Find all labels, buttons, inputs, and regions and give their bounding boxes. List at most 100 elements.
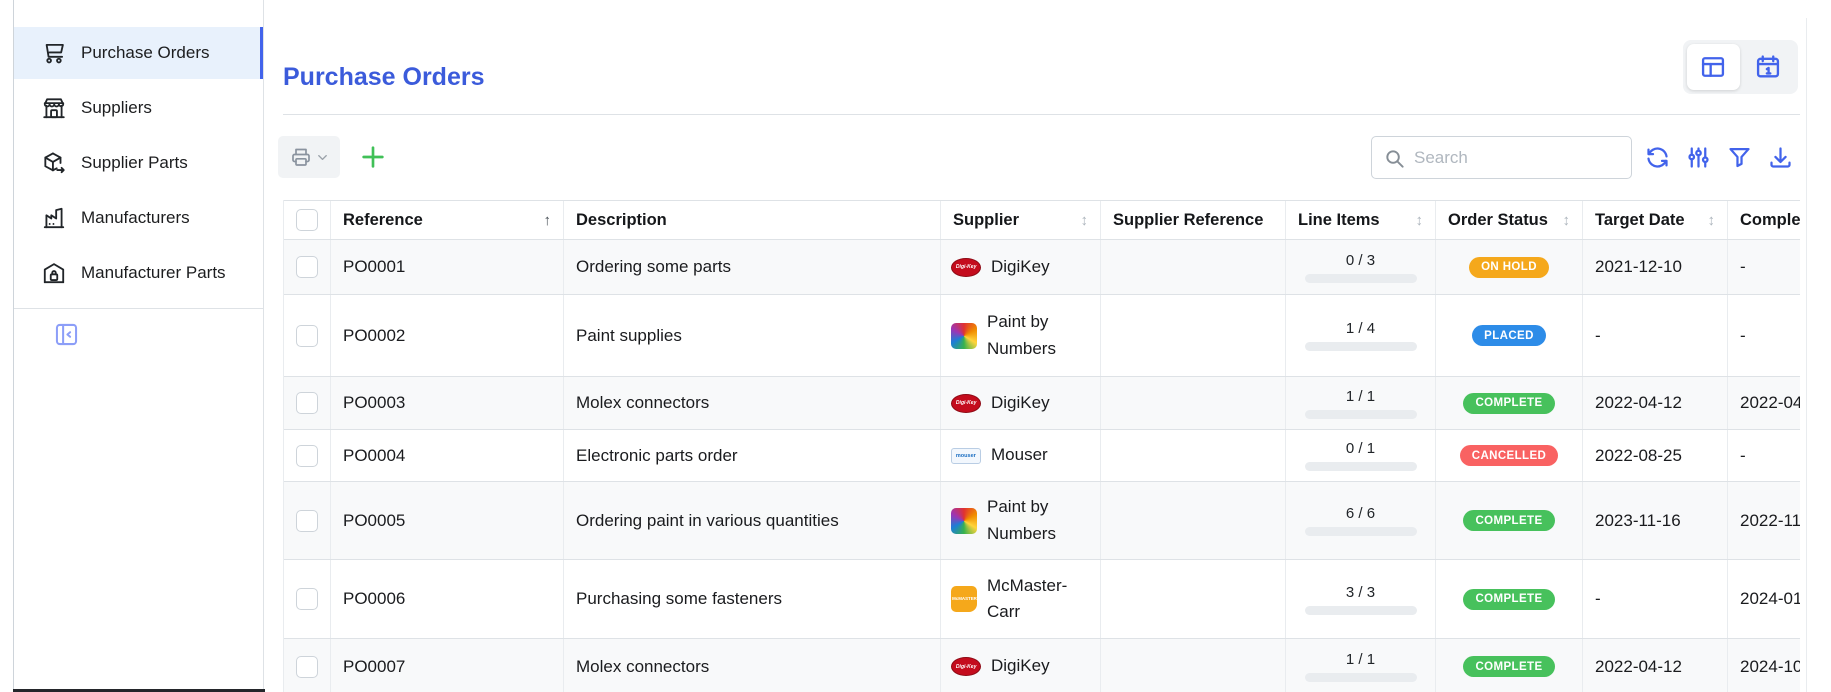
order-status-cell: ON HOLD — [1436, 240, 1583, 294]
adjustments-icon[interactable] — [1685, 144, 1712, 171]
sidebar-item-suppliers[interactable]: Suppliers — [14, 82, 263, 134]
table-body: PO0001 Ordering some parts Digi-Key Digi… — [284, 240, 1800, 692]
line-items-cell: 3 / 3 — [1286, 560, 1436, 638]
sidebar-item-label: Supplier Parts — [81, 153, 188, 172]
progress-bar — [1304, 273, 1417, 283]
line-items-cell: 6 / 6 — [1286, 482, 1436, 559]
refresh-icon[interactable] — [1644, 144, 1671, 171]
column-header-completion-date[interactable]: Completion Date — [1740, 210, 1800, 229]
sidebar-item-purchase-orders[interactable]: Purchase Orders — [14, 27, 263, 79]
supplier-logo — [951, 507, 977, 534]
completion-date-cell: - — [1740, 325, 1746, 345]
line-items-count: 3 / 3 — [1345, 583, 1376, 601]
progress-bar — [1304, 462, 1417, 471]
row-checkbox[interactable] — [296, 588, 318, 610]
completion-date-cell: 2024-01 — [1740, 589, 1800, 608]
sort-ascending-icon[interactable] — [544, 213, 552, 228]
line-items-count: 0 / 1 — [1345, 440, 1376, 457]
supplier-logo — [951, 322, 977, 349]
row-checkbox[interactable] — [296, 392, 318, 414]
line-items-cell: 0 / 3 — [1286, 240, 1436, 294]
supplier-logo: Digi-Key — [951, 393, 981, 413]
supplier-logo: mouser — [951, 447, 981, 464]
target-date-cell: 2022-04-12 — [1583, 639, 1728, 692]
sort-toggle-icon[interactable] — [1416, 213, 1424, 228]
right-gutter-line — [1806, 18, 1807, 692]
sort-toggle-icon[interactable] — [1563, 213, 1571, 228]
sidebar-item-manufacturers[interactable]: Manufacturers — [14, 192, 263, 244]
row-checkbox[interactable] — [296, 655, 318, 678]
row-checkbox[interactable] — [296, 509, 318, 532]
status-badge: COMPLETE — [1463, 588, 1555, 610]
status-badge: ON HOLD — [1469, 256, 1549, 278]
calendar-view-icon — [1754, 53, 1782, 81]
add-purchase-order-button[interactable] — [357, 141, 389, 173]
chevron-down-icon — [315, 150, 330, 165]
search-icon — [1383, 147, 1406, 170]
table-row[interactable]: PO0007 Molex connectors Digi-Key DigiKey… — [284, 639, 1800, 692]
target-date-cell: 2022-08-25 — [1583, 430, 1728, 481]
select-all-checkbox[interactable] — [296, 209, 318, 231]
row-checkbox[interactable] — [296, 444, 318, 467]
view-toggle — [1683, 40, 1798, 94]
reference-cell: PO0003 — [331, 377, 564, 429]
line-items-count: 0 / 3 — [1345, 251, 1376, 269]
status-badge: COMPLETE — [1463, 656, 1555, 677]
target-date-cell: - — [1583, 295, 1728, 376]
line-items-count: 1 / 1 — [1345, 651, 1376, 668]
sidebar-item-label: Manufacturers — [81, 208, 190, 227]
row-checkbox[interactable] — [296, 324, 318, 347]
search-input[interactable] — [1372, 137, 1631, 178]
table-row[interactable]: PO0005 Ordering paint in various quantit… — [284, 482, 1800, 560]
sidebar-item-manufacturer-parts[interactable]: Manufacturer Parts — [14, 247, 263, 299]
sort-toggle-icon[interactable] — [1708, 213, 1716, 228]
table-row[interactable]: PO0006 Purchasing some fasteners McMASTE… — [284, 560, 1800, 639]
page-title: Purchase Orders — [283, 62, 485, 91]
completion-date-cell: - — [1740, 445, 1746, 465]
column-header-supplier-reference[interactable]: Supplier Reference — [1101, 201, 1286, 239]
plus-icon — [357, 141, 389, 173]
line-items-cell: 1 / 1 — [1286, 377, 1436, 429]
table-row[interactable]: PO0003 Molex connectors Digi-Key DigiKey… — [284, 377, 1800, 430]
print-button[interactable] — [278, 136, 340, 178]
target-date-cell: 2023-11-16 — [1583, 482, 1728, 559]
purchase-orders-table: Reference Description Supplier Supplier … — [283, 200, 1800, 692]
table-view-button[interactable] — [1687, 44, 1740, 90]
reference-cell: PO0005 — [331, 482, 564, 559]
row-checkbox[interactable] — [296, 256, 318, 278]
filter-icon[interactable] — [1726, 144, 1753, 171]
search-box — [1371, 136, 1632, 179]
factory-icon — [41, 205, 67, 231]
column-header-target-date[interactable]: Target Date — [1583, 201, 1728, 239]
supplier-cell: Digi-Key DigiKey — [941, 240, 1101, 294]
supplier-cell: Digi-Key DigiKey — [941, 377, 1101, 429]
column-header-order-status[interactable]: Order Status — [1436, 201, 1583, 239]
supplier-cell: McMASTER McMaster-Carr — [941, 560, 1101, 638]
status-badge: COMPLETE — [1463, 510, 1555, 531]
description-cell: Electronic parts order — [564, 430, 941, 481]
column-header-supplier[interactable]: Supplier — [941, 201, 1101, 239]
calendar-view-button[interactable] — [1742, 44, 1795, 90]
completion-date-cell: - — [1740, 257, 1746, 276]
download-icon[interactable] — [1767, 144, 1794, 171]
table-row[interactable]: PO0004 Electronic parts order mouser Mou… — [284, 430, 1800, 482]
collapse-sidebar-icon[interactable] — [53, 321, 80, 348]
supplier-cell: Paint by Numbers — [941, 295, 1101, 376]
sidebar-item-supplier-parts[interactable]: Supplier Parts — [14, 137, 263, 189]
column-header-reference[interactable]: Reference — [331, 201, 564, 239]
table-row[interactable]: PO0002 Paint supplies Paint by Numbers 1… — [284, 295, 1800, 377]
storefront-icon — [41, 95, 67, 121]
description-cell: Paint supplies — [564, 295, 941, 376]
sort-toggle-icon[interactable] — [1081, 213, 1089, 228]
target-date-cell: - — [1583, 560, 1728, 638]
column-header-line-items[interactable]: Line Items — [1286, 201, 1436, 239]
supplier-logo: Digi-Key — [951, 257, 981, 277]
reference-cell: PO0002 — [331, 295, 564, 376]
sidebar-divider — [14, 308, 263, 309]
column-header-description[interactable]: Description — [564, 201, 941, 239]
table-header-row: Reference Description Supplier Supplier … — [284, 200, 1800, 240]
table-row[interactable]: PO0001 Ordering some parts Digi-Key Digi… — [284, 240, 1800, 295]
warehouse-lock-icon — [41, 260, 67, 286]
supplier-reference-cell — [1101, 482, 1286, 559]
